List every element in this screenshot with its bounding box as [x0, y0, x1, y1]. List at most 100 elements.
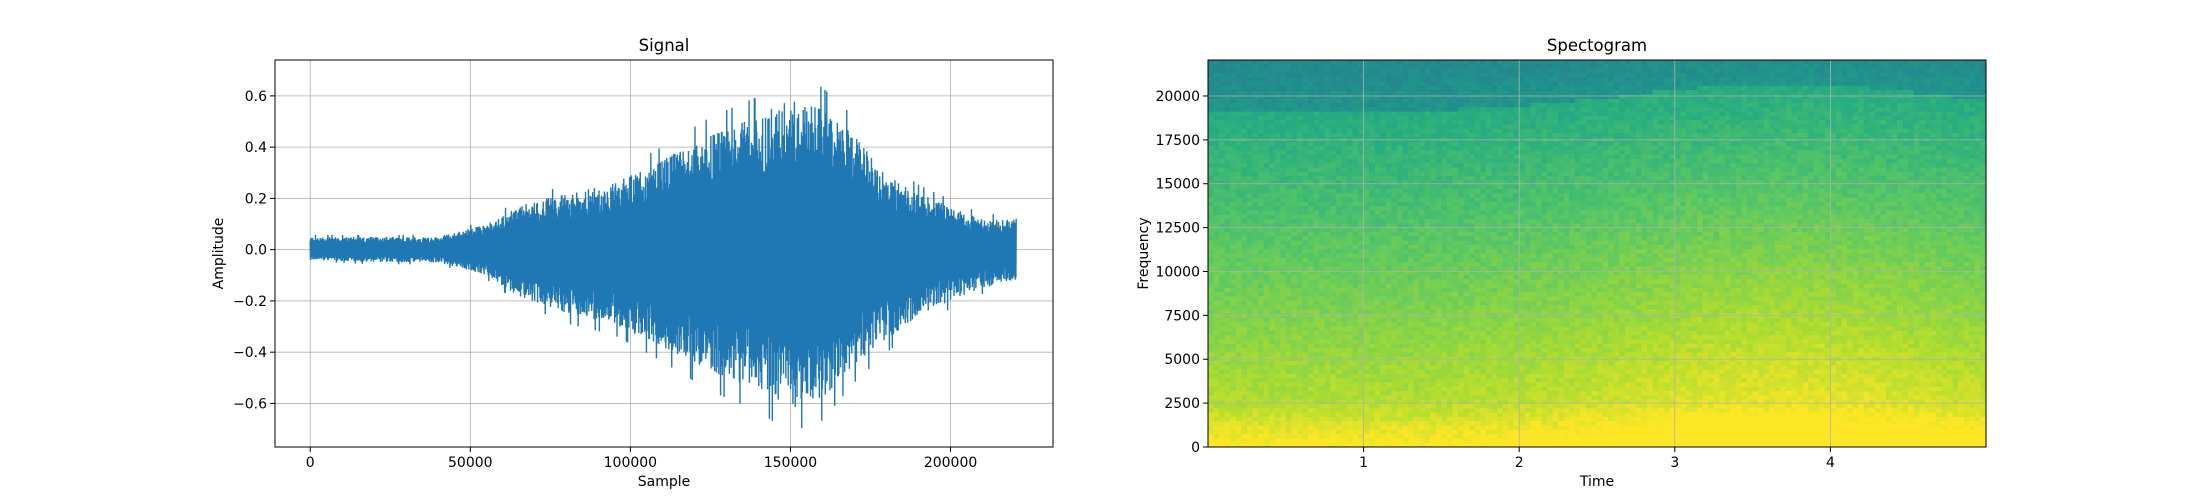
spectrogram-cell [1413, 94, 1420, 100]
spectrogram-cell [1269, 124, 1276, 130]
spectrogram-cell [1213, 257, 1220, 263]
spectrogram-cell [1274, 210, 1281, 216]
spectrogram-cell [1441, 133, 1448, 138]
spectrogram-cell [1324, 408, 1331, 414]
spectrogram-cell [1352, 352, 1359, 358]
spectrogram-cell [1341, 330, 1348, 336]
spectrogram-cell [1335, 72, 1342, 78]
spectrogram-cell [1496, 236, 1504, 242]
spectrogram-cell [1280, 279, 1287, 285]
spectrogram-cell [1469, 279, 1476, 285]
spectrogram-cell [1374, 249, 1381, 255]
spectrogram-cell [1224, 395, 1231, 401]
spectrogram-cell [1219, 404, 1226, 409]
spectrogram-cell [1419, 365, 1426, 371]
spectrogram-cell [1208, 81, 1215, 87]
spectrogram-cell [1308, 429, 1315, 435]
spectrogram-cell [1491, 421, 1498, 427]
spectrogram-cell [1224, 115, 1231, 121]
spectrogram-cell [1274, 270, 1281, 276]
spectrogram-cell [1280, 189, 1287, 194]
spectrogram-cell [1313, 253, 1320, 259]
spectrogram-cell [1252, 442, 1259, 447]
spectrogram-cell [1385, 219, 1392, 224]
spectrogram-cell [1430, 382, 1437, 388]
spectrogram-cell [1258, 146, 1265, 151]
spectrogram-cell [1235, 429, 1242, 435]
spectrogram-cell [1246, 279, 1254, 285]
spectrogram-cell [1480, 94, 1487, 100]
spectrogram-cell [1363, 292, 1370, 298]
spectrogram-cell [1213, 318, 1220, 323]
spectrogram-cell [1224, 262, 1231, 267]
spectrogram-cell [1369, 421, 1376, 427]
spectrogram-cell [1341, 322, 1348, 328]
spectrogram-cell [1246, 412, 1254, 418]
spectrogram-cell [1319, 322, 1326, 328]
spectrogram-cell [1452, 124, 1459, 130]
spectrogram-cell [1330, 361, 1337, 366]
spectrogram-cell [1491, 107, 1498, 113]
spectrogram-cell [1280, 434, 1287, 439]
spectrogram-cell [1491, 64, 1498, 70]
spectrogram-cell [1441, 442, 1448, 447]
spectrogram-cell [1224, 72, 1231, 78]
spectrogram-cell [1341, 214, 1348, 220]
spectrogram-cell [1352, 240, 1359, 246]
spectrogram-cell [1241, 292, 1248, 298]
spectrogram-cell [1308, 318, 1315, 323]
spectrogram-cell [1241, 244, 1248, 250]
spectrogram-cell [1474, 283, 1481, 289]
spectrogram-cell [1230, 180, 1237, 186]
spectrogram-cell [1446, 300, 1454, 306]
spectrogram-cell [1269, 72, 1276, 78]
spectrogram-cell [1285, 158, 1292, 164]
spectrogram-cell [1230, 133, 1237, 138]
spectrogram-cell [1374, 128, 1381, 134]
spectrogram-cell [1319, 412, 1326, 418]
spectrogram-cell [1241, 171, 1248, 177]
spectrogram-cell [1474, 124, 1481, 130]
spectrogram-cell [1374, 399, 1381, 405]
spectrogram-cell [1208, 330, 1215, 336]
spectrogram-cell [1424, 120, 1431, 126]
spectrogram-cell [1402, 438, 1409, 444]
spectrogram-cell [1330, 150, 1337, 156]
spectrogram-cell [1491, 227, 1498, 233]
spectrogram-cell [1480, 227, 1487, 233]
spectrogram-cell [1324, 146, 1331, 151]
spectrogram-cell [1496, 279, 1504, 285]
spectrogram-cell [1463, 416, 1470, 422]
spectrogram-cell [1496, 232, 1504, 237]
spectrogram-cell [1308, 266, 1315, 272]
spectrogram-cell [1496, 158, 1504, 164]
spectrogram-cell [1402, 292, 1409, 298]
spectrogram-cell [1458, 253, 1465, 259]
spectrogram-cell [1458, 330, 1465, 336]
spectrogram-cell [1291, 429, 1298, 435]
spectrogram-cell [1408, 115, 1415, 121]
spectrogram-cell [1385, 416, 1392, 422]
spectrogram-cell [1374, 404, 1381, 409]
spectrogram-cell [1285, 275, 1292, 280]
spectrogram-cell [1291, 150, 1298, 156]
spectrogram-cell [1230, 124, 1237, 130]
spectrogram-cell [1330, 386, 1337, 392]
spectrogram-cell [1346, 361, 1354, 366]
spectrogram-cell [1491, 214, 1498, 220]
spectrogram-cell [1446, 107, 1454, 113]
spectrogram-cell [1246, 322, 1254, 328]
spectrogram-cell [1469, 249, 1476, 255]
spectrogram-cell [1458, 386, 1465, 392]
spectrogram-cell [1280, 408, 1287, 414]
spectrogram-cell [1385, 154, 1392, 160]
spectrogram-cell [1402, 416, 1409, 422]
spectrogram-cell [1319, 111, 1326, 117]
spectrogram-cell [1313, 270, 1320, 276]
spectrogram-cell [1363, 365, 1370, 371]
spectrogram-cell [1452, 154, 1459, 160]
spectrogram-cell [1263, 416, 1270, 422]
spectrogram-cell [1358, 120, 1365, 126]
spectrogram-cell [1208, 253, 1215, 259]
spectrogram-cell [1291, 296, 1298, 302]
